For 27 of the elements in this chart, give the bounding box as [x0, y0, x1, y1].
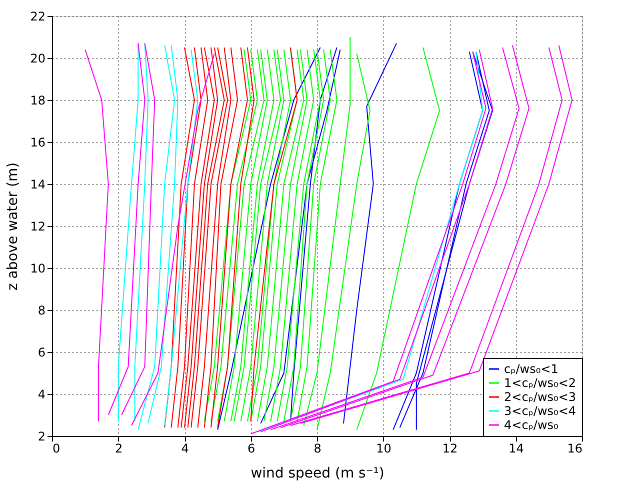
x-tick-label: 8	[314, 442, 322, 456]
y-tick-label: 6	[38, 346, 46, 360]
x-axis-title: wind speed (m s⁻¹)	[250, 466, 384, 482]
y-tick-label: 4	[38, 388, 46, 402]
legend-label: 2<cₚ/ws₀<3	[504, 390, 576, 404]
x-tick-label: 14	[508, 442, 524, 456]
x-tick-label: 4	[181, 442, 189, 456]
y-tick-label: 2	[38, 430, 46, 444]
y-tick-label: 12	[30, 220, 46, 234]
legend-label: 3<cₚ/ws₀<4	[504, 404, 576, 418]
y-tick-label: 22	[30, 10, 46, 24]
y-tick-label: 8	[38, 304, 46, 318]
y-tick-label: 14	[30, 178, 46, 192]
x-tick-label: 0	[52, 442, 60, 456]
y-tick-label: 20	[30, 52, 46, 66]
x-tick-label: 12	[442, 442, 458, 456]
legend-label: 4<cₚ/ws₀	[504, 418, 559, 432]
x-tick-label: 6	[247, 442, 256, 456]
y-tick-label: 16	[30, 136, 46, 150]
legend-label: 1<cₚ/ws₀<2	[504, 376, 576, 390]
x-tick-label: 10	[376, 442, 392, 456]
x-tick-label: 16	[567, 442, 582, 456]
y-tick-label: 18	[30, 94, 46, 108]
y-axis-title: z above water (m)	[5, 162, 22, 291]
legend-label: cₚ/ws₀<1	[504, 362, 558, 376]
y-tick-label: 10	[30, 262, 46, 276]
x-tick-label: 2	[114, 442, 123, 456]
